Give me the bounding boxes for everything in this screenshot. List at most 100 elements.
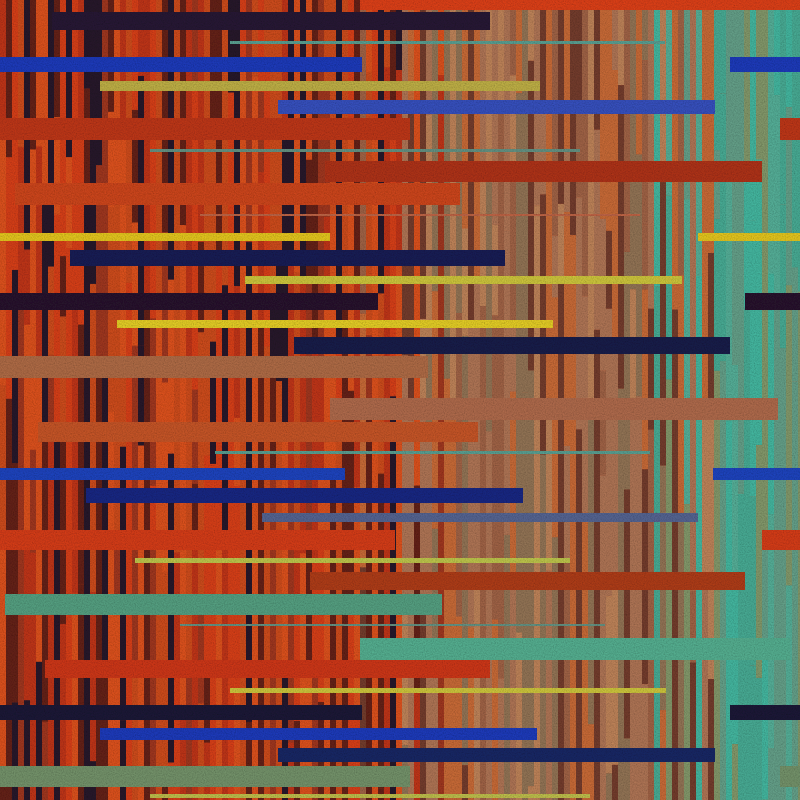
stripe	[390, 0, 396, 140]
stripe	[672, 309, 678, 571]
bar	[278, 100, 715, 114]
stripe	[528, 786, 534, 800]
stripe	[450, 619, 456, 800]
stripe	[666, 195, 672, 380]
stripe	[528, 370, 534, 622]
bar	[45, 660, 490, 678]
stripe	[570, 0, 576, 236]
stripe	[678, 0, 684, 276]
stripe	[300, 0, 306, 282]
stripe	[756, 159, 762, 368]
stripe	[612, 353, 618, 575]
stripe	[306, 0, 312, 160]
bar	[0, 233, 330, 241]
stripe	[354, 279, 360, 488]
stripe	[432, 0, 438, 292]
stripe	[600, 370, 606, 476]
stripe	[6, 0, 12, 158]
stripe	[192, 0, 198, 91]
stripe	[48, 435, 54, 800]
bar	[70, 250, 505, 266]
stripe	[252, 0, 258, 78]
stripe	[594, 129, 600, 330]
stripe	[54, 428, 60, 729]
stripe	[258, 0, 264, 92]
stripe	[234, 691, 240, 800]
stripe	[480, 305, 486, 800]
stripe	[288, 497, 294, 743]
stripe	[492, 387, 498, 620]
stripe	[138, 0, 144, 76]
stripe	[126, 66, 132, 283]
stripe	[468, 326, 474, 628]
stripe	[750, 0, 756, 221]
stripe	[660, 0, 666, 170]
stripe	[66, 248, 72, 800]
bar	[360, 0, 800, 10]
stripe	[96, 370, 102, 800]
stripe	[642, 60, 648, 225]
stripe	[210, 341, 216, 464]
stripe	[666, 0, 672, 196]
stripe	[714, 0, 720, 151]
stripe	[636, 0, 642, 155]
stripe	[150, 318, 156, 486]
stripe	[150, 485, 156, 547]
stripe	[444, 0, 450, 124]
bar	[117, 320, 553, 328]
stripe	[18, 430, 24, 800]
stripe	[750, 665, 756, 800]
bar	[150, 794, 590, 798]
stripe	[198, 241, 204, 333]
stripe	[594, 329, 600, 800]
stripe	[72, 593, 78, 800]
stripe	[546, 413, 552, 571]
stripe	[234, 0, 240, 287]
stripe	[72, 0, 78, 300]
bar	[5, 594, 442, 615]
stripe	[222, 285, 228, 535]
stripe	[564, 445, 570, 559]
stripe	[558, 281, 564, 465]
stripe	[732, 364, 738, 572]
stripe	[342, 0, 348, 199]
stripe	[558, 658, 564, 800]
stripe	[114, 195, 120, 388]
stripe	[30, 449, 36, 553]
stripe	[312, 142, 318, 352]
stripe	[462, 765, 468, 800]
stripe	[768, 273, 774, 515]
bar	[762, 530, 800, 550]
stripe	[576, 0, 582, 114]
stripe	[174, 244, 180, 553]
stripe	[702, 418, 708, 586]
stripe	[420, 0, 426, 319]
bar	[100, 728, 537, 740]
stripe	[366, 0, 372, 73]
bar	[713, 468, 800, 480]
bar	[38, 422, 478, 442]
stripe	[180, 0, 186, 226]
stripe	[246, 461, 252, 722]
stripe	[114, 387, 120, 542]
stripe	[372, 0, 378, 136]
stripe	[660, 169, 666, 466]
stripe	[114, 541, 120, 609]
stripe	[270, 0, 276, 297]
stripe	[336, 346, 342, 417]
stripe	[186, 162, 192, 376]
stripe	[774, 0, 780, 96]
stripe	[240, 0, 246, 72]
stripe	[462, 510, 468, 766]
stripe	[420, 604, 426, 800]
stripe	[54, 117, 60, 215]
stripe	[228, 92, 234, 401]
stripe	[786, 585, 792, 800]
stripe	[612, 0, 618, 71]
bar	[245, 276, 682, 284]
stripe	[570, 402, 576, 472]
stripe	[540, 0, 546, 109]
stripe	[162, 779, 168, 800]
stripe	[120, 720, 126, 800]
